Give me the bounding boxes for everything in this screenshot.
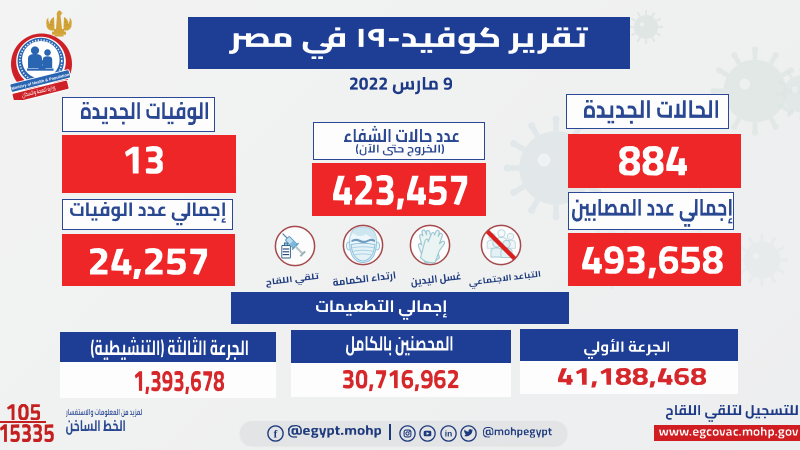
svg-text:in: in bbox=[444, 428, 451, 438]
svg-text:f: f bbox=[274, 428, 278, 440]
